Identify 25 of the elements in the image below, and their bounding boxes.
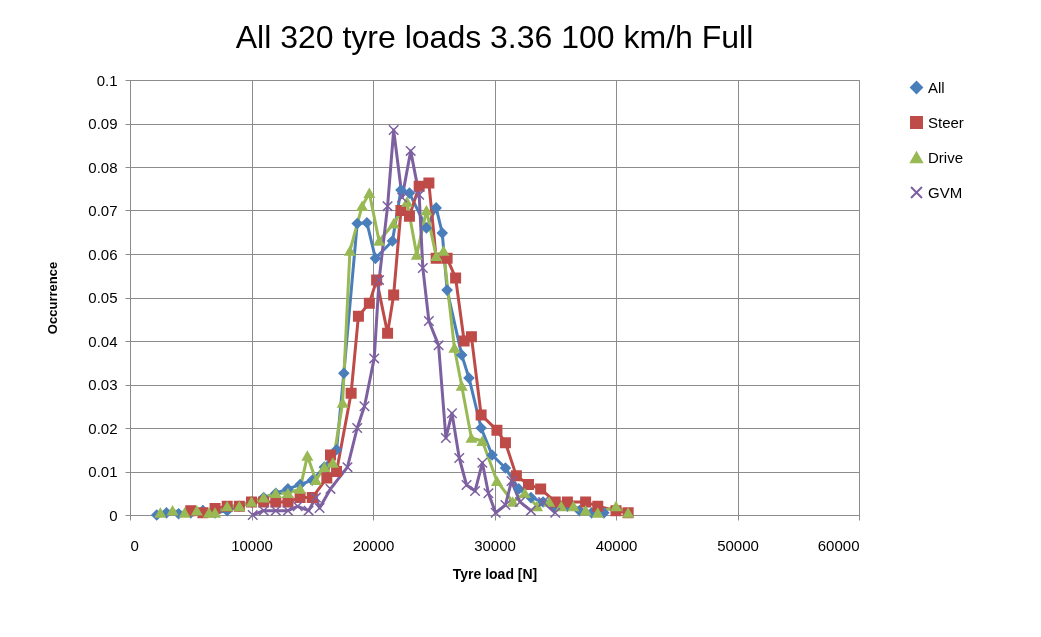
y-tick-label: 0.01 [88, 463, 118, 480]
y-tick-label: 0.02 [88, 419, 118, 437]
legend-label: GVM [928, 183, 963, 201]
y-tick-label: 0.03 [88, 376, 118, 393]
legend-label: All [928, 78, 945, 96]
x-tick-label: 40000 [595, 536, 638, 554]
x-tick-label: 30000 [474, 536, 516, 554]
y-tick-label: 0.04 [88, 332, 118, 350]
y-axis-title: Occurrence [45, 261, 61, 335]
legend-label: Drive [928, 148, 964, 166]
x-tick-label: 20000 [352, 536, 395, 554]
x-tick-label: 0 [130, 536, 139, 554]
y-tick-label: 0 [109, 506, 118, 524]
y-tick-label: 0.06 [88, 245, 118, 263]
y-tick-label: 0.1 [96, 71, 118, 89]
y-tick-label: 0.09 [88, 115, 118, 132]
y-tick-label: 0.07 [88, 202, 118, 219]
x-axis-title: Tyre load [N] [452, 565, 538, 582]
y-tick-label: 0.05 [88, 289, 118, 306]
x-tick-label: 50000 [717, 536, 759, 554]
chart-title: All 320 tyre loads 3.36 100 km/h Full [235, 19, 754, 55]
x-tick-label: 10000 [231, 536, 273, 554]
x-tick-label: 60000 [817, 536, 860, 554]
legend-label: Steer [928, 113, 964, 131]
y-tick-label: 0.08 [88, 158, 118, 176]
